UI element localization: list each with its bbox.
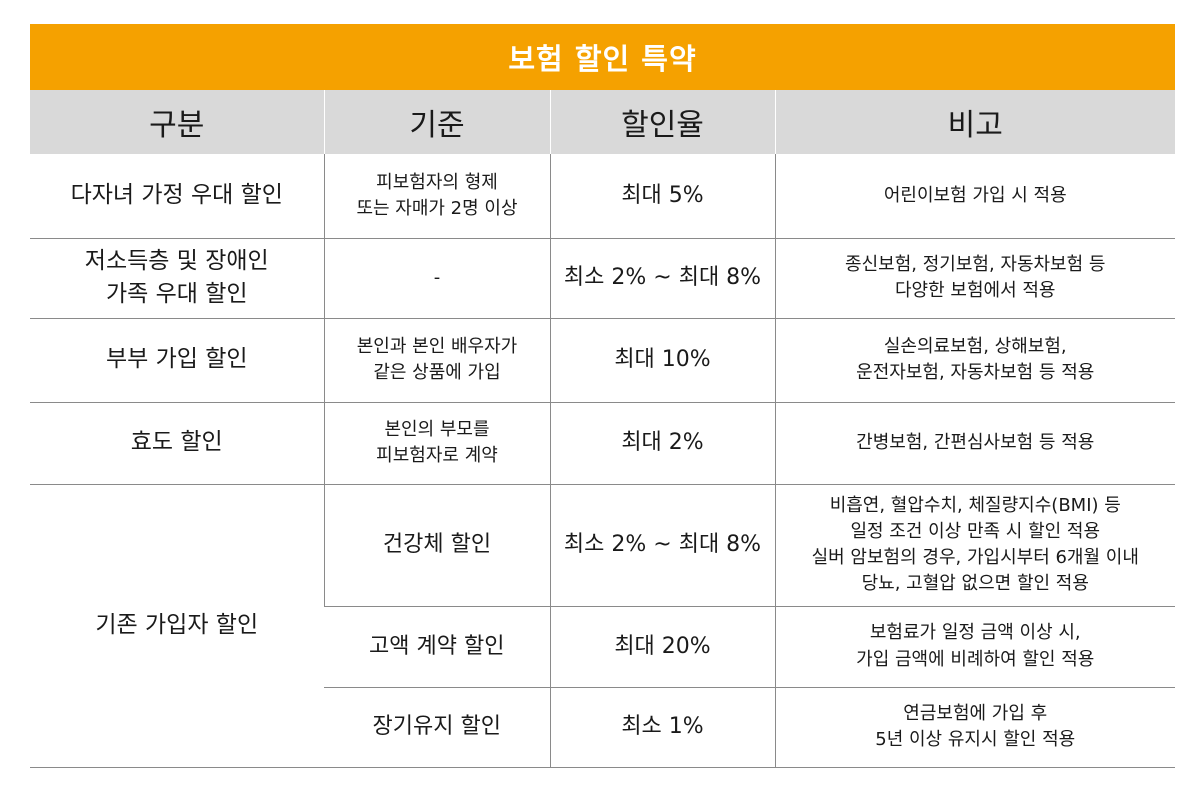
table-row: 부부 가입 할인 본인과 본인 배우자가 같은 상품에 가입 최대 10% 실손… (30, 318, 1175, 403)
rate-cell: 최대 5% (549, 154, 775, 239)
rate-cell: 최대 2% (549, 402, 775, 485)
criteria-cell: 본인의 부모를 피보험자로 계약 (323, 402, 550, 485)
criteria-text: 장기유지 할인 (372, 714, 501, 740)
note-line: 종신보험, 정기보험, 자동차보험 등 (845, 253, 1106, 275)
rate-text: 최소 2% ~ 최대 8% (563, 532, 762, 558)
header-rate: 할인율 (549, 90, 775, 154)
note-line: 연금보험에 가입 후 (903, 702, 1048, 724)
discount-table-container: 보험 할인 특약 구분 기준 할인율 비고 다자녀 가정 우대 할인 피보험자의… (30, 24, 1175, 768)
category-text: 기존 가입자 할인 (95, 611, 259, 638)
criteria-text: - (433, 266, 441, 288)
table-row: 다자녀 가정 우대 할인 피보험자의 형제 또는 자매가 2명 이상 최대 5%… (30, 154, 1175, 239)
rate-cell: 최대 10% (549, 318, 775, 403)
criteria-line: 같은 상품에 가입 (373, 362, 501, 383)
note-line: 일정 조건 이상 만족 시 할인 적용 (850, 520, 1101, 542)
rate-text: 최소 2% ~ 최대 8% (563, 265, 762, 291)
header-note: 비고 (774, 90, 1175, 154)
header-row: 구분 기준 할인율 비고 (30, 90, 1175, 154)
criteria-cell: 장기유지 할인 (324, 687, 550, 768)
criteria-line: 본인의 부모를 (384, 418, 490, 440)
table-row: 기존 가입자 할인 건강체 할인 최소 2% ~ 최대 8% 비흡연, 혈압수치… (30, 484, 1175, 768)
note-line: 운전자보험, 자동차보험 등 적용 (856, 362, 1095, 383)
note-cell: 간병보험, 간편심사보험 등 적용 (774, 402, 1175, 485)
table-row: 장기유지 할인 최소 1% 연금보험에 가입 후 5년 이상 유지시 할인 적용 (30, 687, 1175, 768)
category-text: 다자녀 가정 우대 할인 (70, 182, 283, 209)
category-cell: 효도 할인 (30, 402, 324, 485)
header-category: 구분 (30, 90, 324, 154)
note-line: 다양한 보험에서 적용 (895, 280, 1056, 301)
rate-cell: 최대 20% (549, 606, 775, 688)
table-title: 보험 할인 특약 (30, 24, 1175, 90)
note-cell: 보험료가 일정 금액 이상 시, 가입 금액에 비례하여 할인 적용 (774, 606, 1175, 688)
note-cell: 실손의료보험, 상해보험, 운전자보험, 자동차보험 등 적용 (774, 318, 1175, 403)
category-cell: 기존 가입자 할인 (30, 484, 324, 768)
criteria-line: 피보험자의 형제 (376, 171, 498, 193)
category-line: 저소득층 및 장애인 (84, 247, 269, 274)
note-line: 보험료가 일정 금액 이상 시, (869, 622, 1081, 644)
rate-text: 최대 10% (614, 347, 711, 373)
criteria-line: 피보험자로 계약 (376, 445, 498, 466)
note-line: 실버 암보험의 경우, 가입시부터 6개월 이내 (811, 547, 1139, 568)
criteria-line: 또는 자매가 2명 이상 (356, 197, 518, 219)
table-row: 고액 계약 할인 최대 20% 보험료가 일정 금액 이상 시, 가입 금액에 … (30, 606, 1175, 688)
criteria-cell: 고액 계약 할인 (324, 606, 550, 688)
rate-text: 최소 1% (621, 714, 704, 740)
rate-cell: 최소 2% ~ 최대 8% (549, 238, 775, 319)
rate-text: 최대 2% (621, 430, 704, 456)
criteria-cell: - (323, 238, 550, 319)
note-line: 어린이보험 가입 시 적용 (883, 184, 1067, 206)
note-cell: 종신보험, 정기보험, 자동차보험 등 다양한 보험에서 적용 (774, 238, 1175, 319)
category-cell: 부부 가입 할인 (30, 318, 324, 403)
note-cell: 연금보험에 가입 후 5년 이상 유지시 할인 적용 (774, 687, 1175, 768)
category-cell: 다자녀 가정 우대 할인 (30, 154, 324, 239)
note-line: 간병보험, 간편심사보험 등 적용 (856, 431, 1095, 453)
note-line: 실손의료보험, 상해보험, (883, 335, 1067, 357)
category-text: 부부 가입 할인 (105, 346, 248, 373)
note-cell: 비흡연, 혈압수치, 체질량지수(BMI) 등 일정 조건 이상 만족 시 할인… (774, 484, 1175, 607)
criteria-text: 건강체 할인 (382, 532, 492, 558)
category-line: 가족 우대 할인 (105, 281, 248, 307)
note-line: 5년 이상 유지시 할인 적용 (875, 729, 1076, 750)
note-cell: 어린이보험 가입 시 적용 (774, 154, 1175, 239)
table-row: 저소득층 및 장애인 가족 우대 할인 - 최소 2% ~ 최대 8% 종신보험… (30, 238, 1175, 319)
criteria-line: 본인과 본인 배우자가 (356, 335, 518, 357)
note-line: 비흡연, 혈압수치, 체질량지수(BMI) 등 (829, 494, 1121, 516)
criteria-cell: 본인과 본인 배우자가 같은 상품에 가입 (323, 318, 550, 403)
rate-text: 최대 20% (614, 633, 711, 659)
rate-cell: 최소 1% (549, 687, 775, 768)
category-text: 효도 할인 (130, 429, 223, 456)
rate-text: 최대 5% (621, 182, 704, 208)
note-line: 당뇨, 고혈압 없으면 할인 적용 (861, 573, 1089, 595)
rate-cell: 최소 2% ~ 최대 8% (549, 484, 775, 607)
table-row: 효도 할인 본인의 부모를 피보험자로 계약 최대 2% 간병보험, 간편심사보… (30, 402, 1175, 485)
discount-table: 구분 기준 할인율 비고 다자녀 가정 우대 할인 피보험자의 형제 또는 자매… (30, 90, 1175, 768)
criteria-text: 고액 계약 할인 (369, 633, 505, 659)
criteria-cell: 피보험자의 형제 또는 자매가 2명 이상 (323, 154, 550, 239)
note-line: 가입 금액에 비례하여 할인 적용 (856, 648, 1095, 670)
header-criteria: 기준 (323, 90, 550, 154)
criteria-cell: 건강체 할인 (323, 484, 550, 607)
category-cell: 저소득층 및 장애인 가족 우대 할인 (30, 238, 324, 319)
